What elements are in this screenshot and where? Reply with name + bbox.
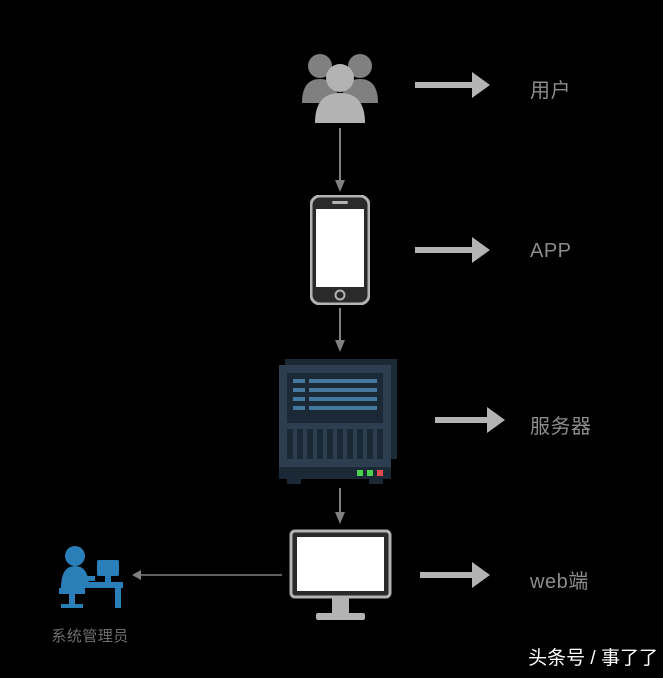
arrow-right-head xyxy=(472,72,490,98)
phone-icon xyxy=(310,195,370,305)
watermark-text: 头条号 / 事了了 xyxy=(528,643,658,670)
server-icon xyxy=(275,355,405,485)
arrow-down-head xyxy=(335,512,345,524)
node-label: APP xyxy=(530,240,572,263)
node-label: web端 xyxy=(530,565,589,594)
arrow-left-head xyxy=(132,570,141,580)
diagram-canvas: 用户 APP 服务器 web端 系统管理员 头条号 / 事了了 xyxy=(0,0,663,678)
admin-icon xyxy=(55,540,125,610)
users-icon xyxy=(295,45,385,125)
monitor-icon xyxy=(288,528,393,623)
arrow-right-head xyxy=(487,407,505,433)
node-label: 服务器 xyxy=(530,410,592,439)
arrow-down-head xyxy=(335,180,345,192)
arrow-right-head xyxy=(472,562,490,588)
arrow-right-head xyxy=(472,237,490,263)
node-label: 用户 xyxy=(530,74,571,103)
admin-label: 系统管理员 xyxy=(30,625,150,646)
arrow-down-head xyxy=(335,340,345,352)
